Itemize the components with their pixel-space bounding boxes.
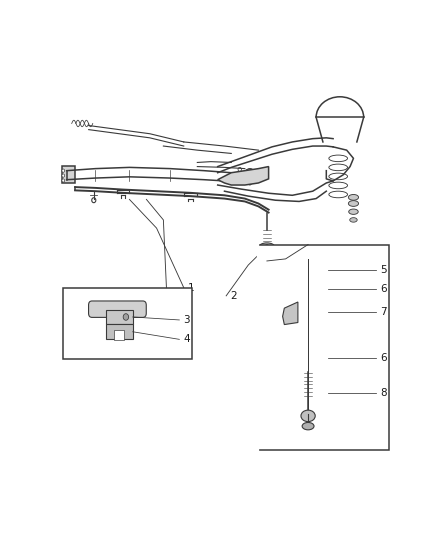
- Ellipse shape: [262, 271, 272, 281]
- Text: 7: 7: [380, 307, 387, 317]
- Circle shape: [92, 198, 96, 203]
- Circle shape: [123, 314, 129, 320]
- Ellipse shape: [348, 200, 359, 206]
- Text: 8: 8: [380, 388, 387, 398]
- Ellipse shape: [298, 319, 318, 330]
- Ellipse shape: [264, 245, 269, 248]
- Bar: [63, 288, 192, 359]
- Text: 1: 1: [188, 282, 194, 293]
- Ellipse shape: [301, 410, 315, 422]
- Ellipse shape: [302, 423, 314, 430]
- Circle shape: [304, 266, 312, 274]
- Polygon shape: [218, 166, 268, 185]
- Ellipse shape: [264, 251, 270, 256]
- Ellipse shape: [304, 297, 313, 303]
- Ellipse shape: [297, 284, 320, 293]
- Bar: [106, 324, 133, 339]
- Ellipse shape: [350, 217, 357, 222]
- Circle shape: [248, 181, 251, 185]
- Ellipse shape: [264, 259, 269, 263]
- Ellipse shape: [297, 354, 320, 363]
- Bar: [258, 245, 389, 450]
- Bar: [106, 310, 133, 324]
- Bar: [61, 166, 75, 183]
- FancyBboxPatch shape: [293, 260, 322, 280]
- Bar: [114, 330, 124, 340]
- Ellipse shape: [260, 249, 274, 258]
- Circle shape: [241, 175, 245, 179]
- Text: 2: 2: [230, 291, 237, 301]
- Text: 3: 3: [183, 315, 190, 325]
- Text: 6: 6: [380, 284, 387, 294]
- Polygon shape: [283, 302, 298, 325]
- Ellipse shape: [298, 294, 318, 306]
- Ellipse shape: [304, 321, 313, 328]
- Ellipse shape: [259, 257, 275, 265]
- Text: 6: 6: [380, 353, 387, 364]
- Ellipse shape: [349, 209, 358, 214]
- Ellipse shape: [304, 286, 312, 291]
- Ellipse shape: [304, 356, 312, 361]
- Circle shape: [62, 179, 64, 182]
- Circle shape: [244, 168, 256, 183]
- FancyBboxPatch shape: [88, 301, 146, 317]
- Ellipse shape: [348, 195, 359, 200]
- Circle shape: [62, 169, 64, 172]
- Circle shape: [238, 167, 241, 172]
- Circle shape: [62, 174, 64, 177]
- Ellipse shape: [259, 243, 275, 251]
- Text: 5: 5: [380, 265, 387, 275]
- Text: 4: 4: [183, 334, 190, 344]
